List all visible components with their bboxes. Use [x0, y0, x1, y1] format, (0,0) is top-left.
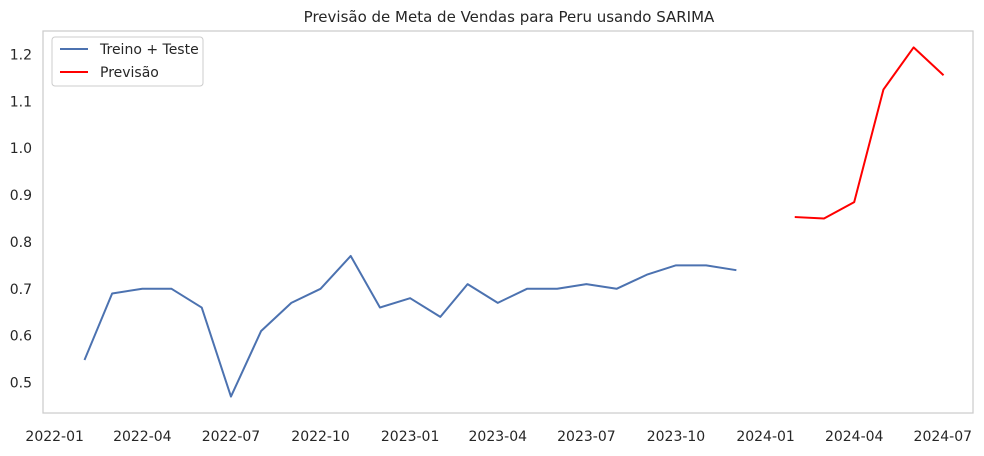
series-line-forecast — [794, 46, 945, 220]
y-tick-label: 1.0 — [10, 141, 32, 157]
x-tick-label: 2022-07 — [202, 429, 261, 445]
y-tick-label: 1.1 — [10, 94, 32, 110]
x-axis: 2022-01 2022-04 2022-07 2022-10 2023-01 2023-… — [25, 429, 972, 445]
series-layer — [83, 46, 945, 398]
y-tick-label: 0.8 — [10, 235, 32, 251]
plot-area — [42, 30, 974, 414]
legend-box — [51, 36, 204, 87]
legend-label-train: Treino + Teste — [99, 42, 199, 58]
x-tick-label: 2023-07 — [557, 429, 616, 445]
legend-label-forecast: Previsão — [100, 65, 159, 81]
y-tick-label: 0.7 — [10, 282, 32, 298]
y-tick-label: 0.9 — [10, 188, 32, 204]
x-tick-label: 2023-10 — [647, 429, 706, 445]
x-tick-label: 2024-04 — [825, 429, 884, 445]
x-tick-label: 2023-01 — [381, 429, 440, 445]
x-tick-label: 2024-01 — [736, 429, 795, 445]
x-tick-label: 2022-04 — [113, 429, 172, 445]
x-tick-label: 2022-01 — [25, 429, 84, 445]
series-line-train-test — [83, 254, 737, 398]
x-tick-label: 2024-07 — [914, 429, 973, 445]
y-tick-label: 0.5 — [10, 376, 32, 392]
y-tick-label: 0.6 — [10, 329, 32, 345]
x-tick-label: 2023-04 — [469, 429, 528, 445]
y-axis: 0.5 0.6 0.7 0.8 0.9 1.0 1.1 1.2 — [10, 47, 32, 391]
x-tick-label: 2022-10 — [291, 429, 350, 445]
y-tick-label: 1.2 — [10, 47, 32, 63]
legend: Treino + Teste Previsão — [51, 36, 204, 87]
chart-title: Previsão de Meta de Vendas para Peru usa… — [304, 8, 715, 26]
